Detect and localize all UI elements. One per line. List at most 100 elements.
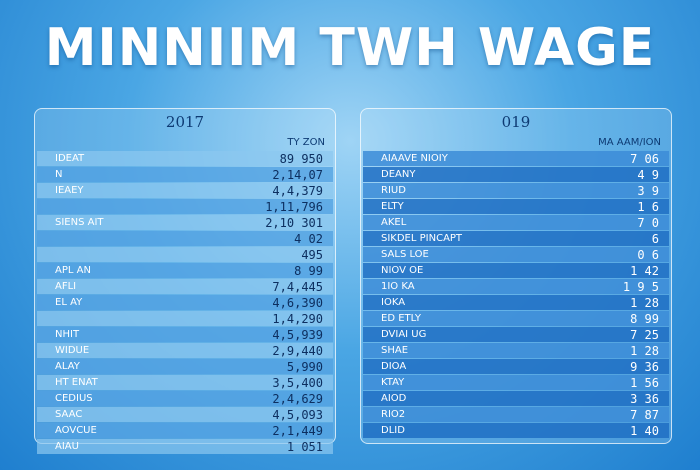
rows: AIAAVE NIOIY 7 06 DEANY 4 9 RIUD 3 9 ELTY 1 6 AK… [363,151,669,439]
row-label: ALAY [55,361,80,372]
row-label: N [55,169,63,180]
row-value: 89 950 [279,151,323,166]
row-value: 4 9 [637,167,659,182]
panel: 2017 TY ZON IDEAT 89 950 N 2,14,07 IEAEY 4,4,… [34,108,336,454]
row-value: 1 40 [630,423,659,438]
table-row: AIAAVE NIOIY 7 06 [363,151,669,166]
row-label: IOKA [381,297,406,308]
row-value: 2,10 301 [265,215,323,230]
table-row: APL AN 8 99 [37,263,333,278]
row-label: AFLI [55,281,77,292]
page-title: MINNIIM TWH WAGE [44,18,656,78]
row-label: CEDIUS [55,393,93,404]
row-label: SIKDEL PINCAPT [381,233,463,244]
row-value: 1,4,290 [272,311,323,326]
table-row: DEANY 4 9 [363,167,669,182]
row-label: ELTY [381,201,404,212]
row-value: 4,5,093 [272,407,323,422]
row-value: 1,11,796 [265,199,323,214]
row-value: 3 9 [637,183,659,198]
table-row: WIDUE 2,9,440 [37,343,333,358]
table-row: IEAEY 4,4,379 [37,183,333,198]
row-value: 3 36 [630,391,659,406]
row-value: 4,4,379 [272,183,323,198]
table-row: HT ENAT 3,5,400 [37,375,333,390]
panel-year: 019 [501,113,531,131]
column-header: MA AAM/ION [598,137,661,148]
row-label: KTAY [381,377,405,388]
row-value: 4 02 [294,231,323,246]
row-label: SHAE [381,345,409,356]
table-row: CEDIUS 2,4,629 [37,391,333,406]
row-value: 2,1,449 [272,423,323,438]
table-row: SAAC 4,5,093 [37,407,333,422]
row-value: 4,6,390 [272,295,323,310]
row-label: AIAAVE NIOIY [381,153,448,164]
table-row: NIOV OE 1 42 [363,263,669,278]
row-value: 8 99 [294,263,323,278]
row-label: 1IO KA [381,281,415,292]
table-row: SIENS AIT 2,10 301 [37,215,333,230]
row-label: AIAU [55,441,79,452]
row-label: WIDUE [55,345,90,356]
row-value: 3,5,400 [272,375,323,390]
table-row: AKEL 7 0 [363,215,669,230]
row-value: 4,5,939 [272,327,323,342]
row-value: 6 [651,231,659,246]
row-label: DEANY [381,169,416,180]
table-row: N 2,14,07 [37,167,333,182]
row-label: AIOD [381,393,407,404]
row-label: DLID [381,425,405,436]
row-label: SAAC [55,409,83,420]
table-row: AIOD 3 36 [363,391,669,406]
column-header: TY ZON [287,137,325,148]
row-label: AKEL [381,217,407,228]
table-row: NHIT 4,5,939 [37,327,333,342]
table-row: AOVCUE 2,1,449 [37,423,333,438]
table-row: 1,11,796 [37,199,333,214]
row-value: 1 42 [630,263,659,278]
table-row: DVIAI UG 7 25 [363,327,669,342]
row-label: IEAEY [55,185,84,196]
row-value: 7 25 [630,327,659,342]
row-value: 1 56 [630,375,659,390]
table-row: KTAY 1 56 [363,375,669,390]
table-row: IDEAT 89 950 [37,151,333,166]
row-label: NIOV OE [381,265,424,276]
row-value: 7 06 [630,151,659,166]
row-value: 9 36 [630,359,659,374]
row-value: 1 9 5 [622,279,659,294]
row-label: HT ENAT [55,377,98,388]
row-label: NHIT [55,329,80,340]
table-row: SHAE 1 28 [363,343,669,358]
table-row: RIUD 3 9 [363,183,669,198]
table-row: 1IO KA 1 9 5 [363,279,669,294]
row-label: SIENS AIT [55,217,104,228]
row-label: ED ETLY [381,313,421,324]
row-value: 2,14,07 [272,167,323,182]
table-row: 4 02 [37,231,333,246]
table-row: IOKA 1 28 [363,295,669,310]
table-row: DIOA 9 36 [363,359,669,374]
row-label: DVIAI UG [381,329,427,340]
table-row: ELTY 1 6 [363,199,669,214]
table-row: EL AY 4,6,390 [37,295,333,310]
table-row: ED ETLY 8 99 [363,311,669,326]
row-label: RIUD [381,185,406,196]
row-value: 495 [301,247,323,262]
table-row: ALAY 5,990 [37,359,333,374]
row-label: RIO2 [381,409,406,420]
row-label: AOVCUE [55,425,97,436]
table-row: 1,4,290 [37,311,333,326]
row-value: 8 99 [630,311,659,326]
table-row: DLID 1 40 [363,423,669,438]
row-value: 2,9,440 [272,343,323,358]
row-value: 2,4,629 [272,391,323,406]
table-row: AIAU 1 051 [37,439,333,454]
row-value: 7 87 [630,407,659,422]
row-label: EL AY [55,297,83,308]
table-row: RIO2 7 87 [363,407,669,422]
table-row: 495 [37,247,333,262]
